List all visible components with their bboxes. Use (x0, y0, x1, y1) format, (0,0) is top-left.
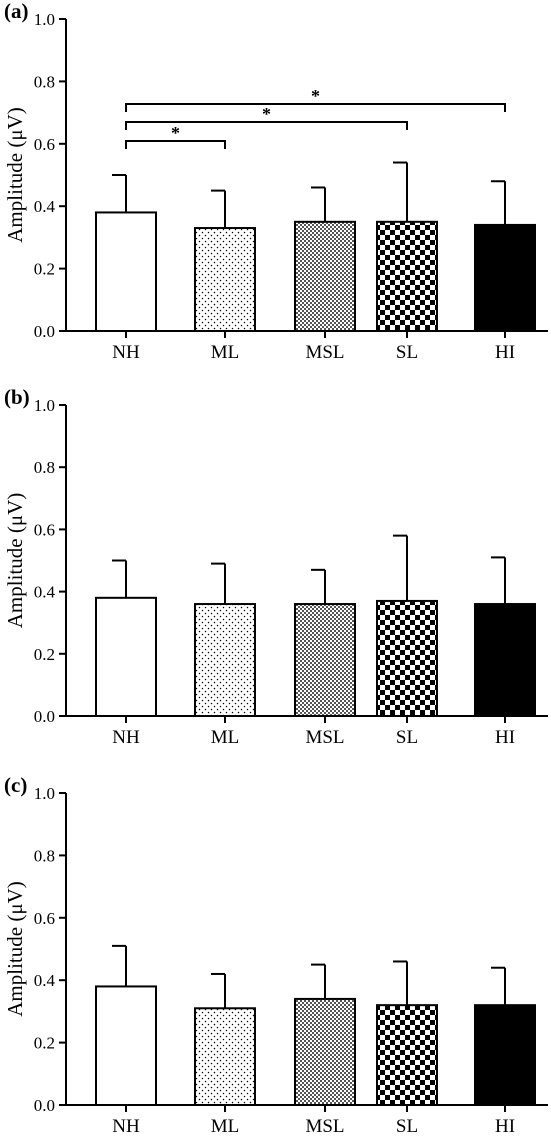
chart-panel-2: (c) 0.0 0.2 0.4 0.6 0.8 1.0 Amplitude (μV) NH ML M… (3, 773, 548, 1137)
bar-sl (376, 599, 438, 717)
y-tick-label: 1.0 (34, 396, 55, 415)
chart-panel-1: (b) 0.0 0.2 0.4 0.6 0.8 1.0 Amplitude (μV) NH ML M… (3, 385, 548, 748)
y-tick-label: 0.6 (34, 135, 55, 154)
x-tick-label: HI (495, 1116, 515, 1137)
panel-label: (c) (4, 773, 27, 797)
y-axis-label: Amplitude (μV) (3, 881, 27, 1017)
y-tick-label: 0.6 (34, 520, 55, 539)
bar-ml (194, 227, 256, 332)
bar-ml (194, 603, 256, 717)
significance-bracket (125, 121, 408, 130)
x-tick-label: SL (396, 1116, 418, 1137)
x-tick-label: ML (211, 727, 240, 748)
y-axis-label: Amplitude (μV) (3, 493, 27, 629)
x-tick-label: ML (211, 1116, 240, 1137)
bar-hi (474, 603, 536, 717)
panel-label: (a) (4, 0, 29, 23)
x-tick-label: MSL (305, 1116, 344, 1137)
x-tick-label: NH (112, 1116, 140, 1137)
y-tick-label: 0.8 (34, 846, 55, 865)
panel-label: (b) (4, 385, 30, 409)
y-tick-label: 1.0 (34, 10, 55, 29)
significance-star: * (311, 86, 320, 106)
bar-hi (474, 223, 536, 332)
x-tick-label: MSL (305, 727, 344, 748)
x-tick-label: HI (495, 342, 515, 363)
chart-panel-0: (a) 0.0 0.2 0.4 0.6 0.8 1.0 Amplitude (μV) NH ML M… (3, 0, 548, 363)
significance-bracket (125, 140, 226, 149)
x-tick-label: SL (396, 727, 418, 748)
y-tick-label: 0.2 (34, 645, 55, 664)
x-tick-label: ML (211, 342, 240, 363)
y-tick-label: 0.4 (34, 971, 56, 990)
bar-nh (95, 596, 157, 718)
bar-sl (376, 220, 438, 332)
y-tick-label: 0.8 (34, 72, 55, 91)
y-tick-label: 0.0 (34, 1096, 55, 1115)
y-tick-label: 0.0 (34, 322, 55, 341)
bar-sl (376, 1004, 438, 1106)
bar-nh (95, 211, 157, 332)
x-tick-label: NH (112, 342, 140, 363)
x-tick-label: NH (112, 727, 140, 748)
bar-msl (294, 997, 356, 1106)
x-tick-label: MSL (305, 342, 344, 363)
y-tick-label: 1.0 (34, 784, 55, 803)
y-tick-label: 0.6 (34, 909, 55, 928)
x-tick-label: SL (396, 342, 418, 363)
bar-msl (294, 220, 356, 332)
y-tick-label: 0.4 (34, 583, 56, 602)
bar-ml (194, 1007, 256, 1107)
significance-star: * (262, 104, 271, 124)
y-tick-label: 0.2 (34, 1034, 55, 1053)
bar-nh (95, 985, 157, 1106)
x-tick-label: HI (495, 727, 515, 748)
y-tick-label: 0.4 (34, 197, 56, 216)
bar-hi (474, 1004, 536, 1106)
y-tick-label: 0.8 (34, 458, 55, 477)
y-axis-label: Amplitude (μV) (3, 107, 27, 243)
y-tick-label: 0.0 (34, 707, 55, 726)
significance-bracket (125, 103, 506, 112)
bar-msl (294, 603, 356, 717)
significance-star: * (171, 123, 180, 143)
y-tick-label: 0.2 (34, 260, 55, 279)
